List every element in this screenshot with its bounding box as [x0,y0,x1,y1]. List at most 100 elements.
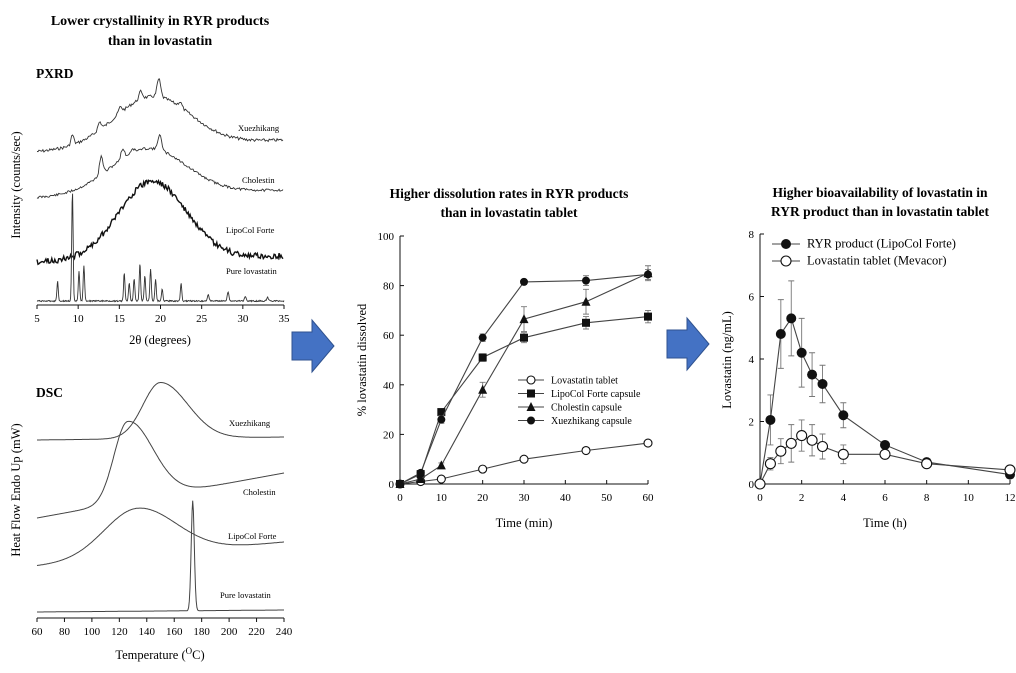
dissolution-series-1-point [644,312,652,321]
dissolution-title-line-2: than in lovastatin tablet [441,205,578,220]
crystallinity-heading-line-1: Lower crystallinity in RYR products [51,14,270,29]
dissolution-x-tick-label: 50 [601,492,613,504]
pk-series-1-point [921,458,933,470]
pk-series-0-point [817,379,828,389]
arrow-right-icon-2 [666,316,710,372]
dissolution-series-2-point [436,460,446,470]
dissolution-x-tick-label: 40 [560,492,572,504]
dissolution-x-tick-label: 0 [397,492,403,504]
dsc-trace-pure-lovastatin [37,500,284,613]
pxrd-label-pure-lovastatin: Pure lovastatin [226,266,278,276]
dissolution-series-1-point [478,353,487,362]
pk-series-1-point [837,448,849,460]
dsc-label-xuezhikang: Xuezhikang [229,418,271,428]
dsc-x-axis-label: Temperature (OC) [115,646,204,662]
dsc-trace-cholestin [36,420,285,519]
pk-series-1-point [1004,464,1016,476]
pk-y-tick-label: 2 [749,417,755,429]
pk-y-axis-label: Lovastatin (ng/mL) [720,311,734,409]
pk-legend-point [780,255,792,267]
dsc-x-tick-label: 240 [276,626,293,638]
dsc-label-pure-lovastatin: Pure lovastatin [220,590,272,600]
pxrd-panel: PXRD 5 10 15 20 25 30 35 2θ (degrees) Intensit… [9,66,290,347]
crystallinity-heading-line-2: than in lovastatin [108,34,212,49]
pk-series-0-point [786,313,797,324]
pxrd-x-tick-label: 35 [279,313,291,325]
pxrd-x-tick-label: 20 [155,313,167,325]
dissolution-series-3-point [416,468,425,477]
pxrd-x-tick-label: 25 [196,313,208,325]
pk-title-line-2: RYR product than in lovastatin tablet [771,204,989,219]
dsc-trace-xuezhikang [37,382,284,441]
dissolution-x-axis-label: Time (min) [496,516,553,530]
arrow-right-icon-1 [291,318,335,374]
dsc-x-tick-label: 220 [248,626,265,638]
pk-x-tick-label: 10 [963,492,975,504]
pxrd-x-tick-label: 30 [237,313,249,325]
pk-legend-label: RYR product (LipoCol Forte) [807,237,956,251]
dissolution-y-axis-label: % lovastatin dissolved [355,303,369,416]
pk-y-tick-label: 6 [749,292,755,304]
pk-series-1-point [816,440,829,453]
dsc-x-tick-label: 180 [193,626,210,638]
pk-series-1-point [879,448,891,460]
dissolution-x-tick-label: 30 [519,492,531,504]
pk-series-1 [754,419,1016,490]
dissolution-series-2 [395,265,653,488]
pxrd-x-tick-label: 5 [34,313,40,325]
pxrd-y-axis-label: Intensity (counts/sec) [9,131,23,238]
dissolution-x-tick-label: 60 [643,492,655,504]
dsc-x-tick-label: 80 [59,626,71,638]
dissolution-series-3-point [644,270,652,279]
pk-y-tick-label: 4 [749,354,755,366]
dissolution-series-2-point [581,296,591,306]
pk-x-tick-label: 12 [1005,492,1016,504]
dsc-trace-lipocol-forte [36,507,284,566]
dissolution-y-tick-label: 20 [383,429,395,441]
dsc-label: DSC [36,385,63,400]
pxrd-trace-xuezhikang [36,78,284,153]
pk-panel: Higher bioavailability of lovastatin in … [720,185,1016,530]
dissolution-series-0-point [643,438,653,448]
dissolution-legend-point [526,375,536,385]
dsc-panel: DSC 60 80 100 120 140 160 180 200 220 240 Tempera… [9,382,293,662]
dissolution-panel: Higher dissolution rates in RYR products… [355,186,654,530]
pxrd-x-axis-label: 2θ (degrees) [129,333,191,347]
dissolution-series-3-point [478,333,487,342]
dissolution-legend-label: Xuezhikang capsule [551,416,632,427]
pk-x-tick-label: 6 [882,492,888,504]
dissolution-series-0-point [519,454,529,464]
dissolution-x-tick-label: 10 [436,492,448,504]
pk-legend-label: Lovastatin tablet (Mevacor) [807,254,947,268]
pk-series-0-point [765,414,776,425]
pk-x-tick-label: 2 [799,492,805,504]
pk-y-tick-label: 0 [749,479,755,491]
dissolution-series-1-point [520,333,528,342]
dissolution-legend-point [527,389,535,398]
pk-series-0-point [775,329,786,339]
pxrd-trace-pure-lovastatin [36,193,285,303]
pk-series-0-point [880,439,890,450]
pk-series-1-point [806,434,818,446]
pxrd-label-lipocol-forte: LipoCol Forte [226,225,275,235]
dsc-x-tick-label: 140 [139,626,156,638]
dissolution-series-1-point [437,408,446,417]
dissolution-y-tick-label: 0 [389,479,395,491]
pxrd-trace-cholestin [36,133,284,199]
dissolution-legend-point [526,402,536,411]
dissolution-legend-label: Cholestin capsule [551,403,622,414]
dissolution-series-2-point [416,474,426,484]
dissolution-legend-label: LipoCol Forte capsule [551,389,641,400]
pxrd-label: PXRD [36,66,74,81]
dissolution-series-2-point [519,314,529,324]
dissolution-series-3 [396,269,652,488]
dissolution-series-3-point [520,277,528,286]
dissolution-series-3-point [437,415,446,424]
dsc-x-tick-label: 160 [166,626,183,638]
pxrd-label-xuezhikang: Xuezhikang [238,123,280,133]
dissolution-series-1-point [582,318,590,327]
dissolution-series-0-point [581,445,591,456]
pk-series-1-point [775,445,787,457]
dissolution-y-tick-label: 100 [378,231,395,243]
